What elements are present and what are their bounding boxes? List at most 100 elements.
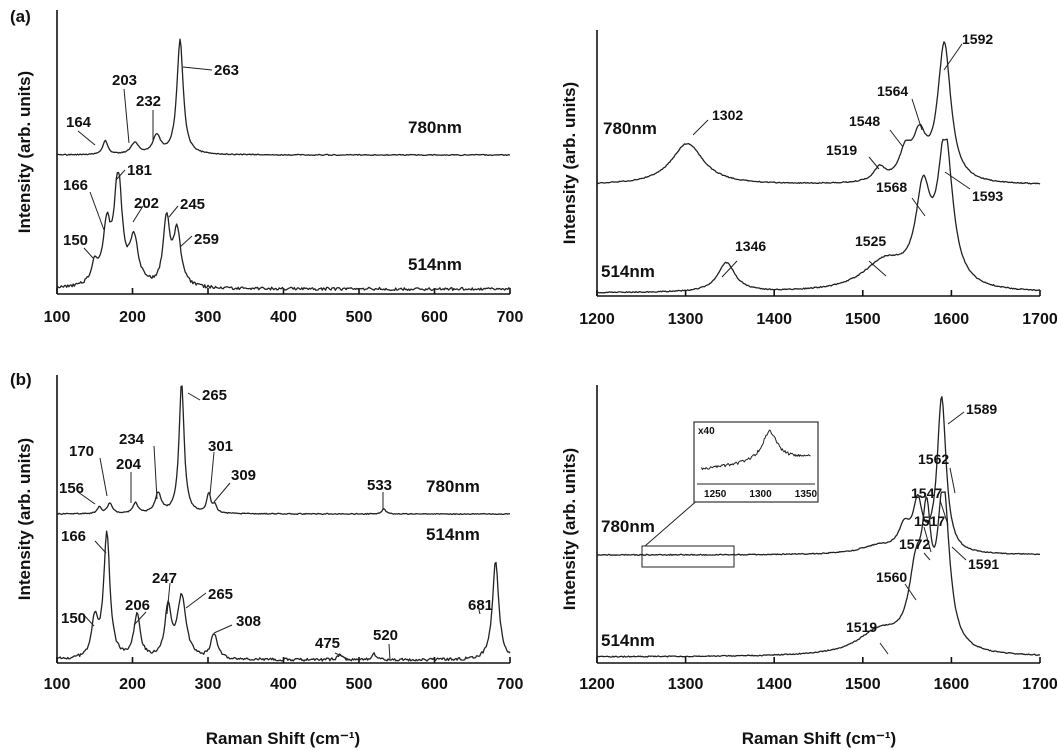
spectrum-line-514nm [56,171,511,292]
inset-tick-label: 1300 [749,489,772,500]
spectrum-line-514nm [596,138,1041,294]
annotation: 166 [63,177,105,231]
x-tick-label: 200 [119,676,146,693]
x-tick-label: 300 [195,676,222,693]
svg-text:1568: 1568 [876,179,907,195]
svg-text:203: 203 [112,72,137,89]
annotation: 1589 [947,401,997,425]
svg-text:1564: 1564 [877,83,908,99]
annotation: 1548 [849,113,904,148]
annotation: 265 [187,387,227,404]
annotation: 1302 [692,107,743,136]
x-tick-label: 300 [195,309,222,326]
annotation: 1346 [721,238,766,278]
svg-text:156: 156 [59,480,84,497]
svg-text:308: 308 [236,613,261,630]
series-label-514nm: 514nm [408,255,462,274]
svg-text:1548: 1548 [849,113,880,129]
series-label-780nm: 780nm [601,517,655,536]
spectrum-line-780nm [596,41,1041,185]
inset-spectrum-line [701,429,811,471]
annotation: 265 [185,586,233,609]
x-tick-label: 1400 [756,311,792,328]
series-label-514nm: 514nm [601,262,655,281]
svg-text:1592: 1592 [962,31,993,47]
annotation: 475 [315,635,351,661]
svg-text:1525: 1525 [855,233,886,249]
y-axis-label: Intensity (arb. units) [560,448,579,610]
series-label-514nm: 514nm [601,631,655,650]
zoom-region-box [641,545,735,568]
x-tick-label: 1300 [668,676,704,693]
svg-text:164: 164 [66,114,92,131]
x-tick-label: 400 [270,309,297,326]
x-tick-label: 1400 [756,676,792,693]
x-tick-label: 1600 [934,311,970,328]
svg-text:265: 265 [208,586,233,603]
x-tick-label: 600 [421,309,448,326]
annotation: 170 [69,443,108,497]
y-axis-label: Intensity (arb. units) [560,82,579,244]
svg-text:1302: 1302 [712,107,743,123]
series-label-780nm: 780nm [426,477,480,496]
svg-text:1547: 1547 [911,485,942,501]
annotation: 203 [112,72,137,144]
x-tick-label: 1700 [1022,311,1058,328]
annotation: 234 [119,431,158,500]
svg-text:263: 263 [214,62,239,79]
panel-label-a: (a) [10,7,31,26]
svg-text:1591: 1591 [968,556,999,572]
annotation: 1519 [826,142,880,170]
x-tick-label: 200 [119,309,146,326]
svg-text:166: 166 [61,528,86,545]
annotation: 150 [63,232,94,259]
annotation: 533 [367,477,392,510]
svg-text:170: 170 [69,443,94,460]
annotation: 1517 [914,513,945,553]
svg-text:204: 204 [116,456,142,473]
x-axis-label: Raman Shift (cm⁻¹) [206,729,360,748]
x-tick-label: 1500 [845,311,881,328]
inset-tick-label: 1250 [704,489,727,500]
series-label-514nm: 514nm [426,525,480,544]
y-axis-label: Intensity (arb. units) [15,438,34,600]
annotation: 309 [213,467,256,503]
annotation: 1591 [951,546,999,572]
annotation: 681 [468,597,493,615]
chart-a-left: Intensity (arb. units) 100 200 300 400 500 60… [15,10,523,326]
annotation: 308 [213,613,261,634]
annotation: 150 [61,610,95,627]
y-axis-label: Intensity (arb. units) [15,71,34,233]
x-tick-label: 500 [346,676,373,693]
x-axis-label: Raman Shift (cm⁻¹) [742,729,896,748]
svg-text:681: 681 [468,597,493,614]
spectrum-line-780nm [596,396,1041,557]
x-tick-label: 1300 [668,311,704,328]
svg-text:1562: 1562 [918,451,949,467]
spectrum-line-780nm [57,38,511,157]
svg-text:1346: 1346 [735,238,766,254]
annotation: 259 [179,231,219,248]
svg-text:301: 301 [208,438,233,455]
svg-text:1519: 1519 [826,142,857,158]
annotation: 204 [116,456,142,503]
svg-text:150: 150 [63,232,88,249]
annotation: 301 [208,438,233,496]
svg-text:259: 259 [194,231,219,248]
svg-text:1572: 1572 [899,536,930,552]
annotation: 206 [125,597,150,626]
annotation: 247 [152,570,177,615]
series-label-780nm: 780nm [408,118,462,137]
series-label-780nm: 780nm [603,119,657,138]
svg-text:1519: 1519 [846,619,877,635]
x-tick-label: 600 [421,676,448,693]
inset-plot: x40 1250 1300 1350 [693,421,819,503]
spectrum-line-514nm [56,530,511,662]
annotation: 232 [136,93,161,140]
svg-text:166: 166 [63,177,88,194]
svg-text:234: 234 [119,431,145,448]
annotation: 166 [61,528,107,554]
annotation: 1560 [876,569,917,601]
annotation: 1593 [944,171,1003,204]
